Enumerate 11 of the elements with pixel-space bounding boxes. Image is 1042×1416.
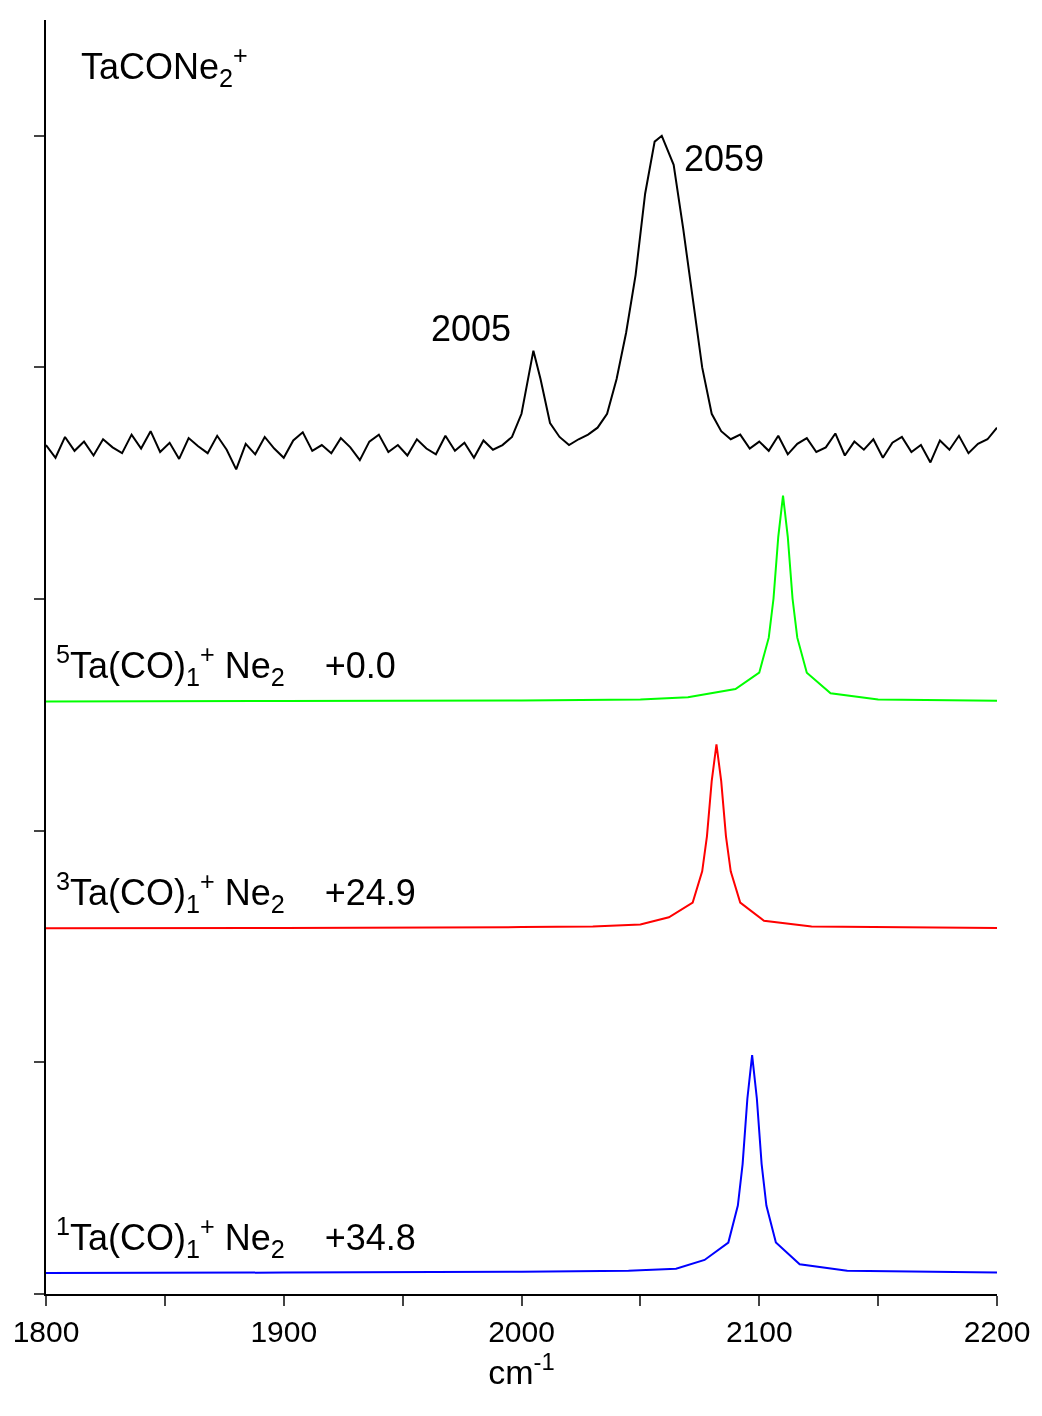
annotation: 2005 bbox=[431, 308, 512, 349]
annotation: 2059 bbox=[684, 138, 765, 179]
text: $^{5}$Ta(CO)$_{1}$$^{+}$ Ne$_{2}$ +0.0 bbox=[56, 640, 396, 691]
x-axis-title: cm$^{-1}$ bbox=[488, 1348, 555, 1392]
x-tick-label: 2100 bbox=[725, 1315, 793, 1348]
x-tick-label: 1900 bbox=[250, 1315, 318, 1348]
x-tick-label: 1800 bbox=[12, 1315, 80, 1348]
text: $^{1}$Ta(CO)$_{1}$$^{+}$ Ne$_{2}$ +34.8 bbox=[56, 1212, 416, 1263]
x-tick-label: 2200 bbox=[963, 1315, 1031, 1348]
text: $^{3}$Ta(CO)$_{1}$$^{+}$ Ne$_{2}$ +24.9 bbox=[56, 867, 416, 918]
x-tick-label: 2000 bbox=[488, 1315, 555, 1348]
